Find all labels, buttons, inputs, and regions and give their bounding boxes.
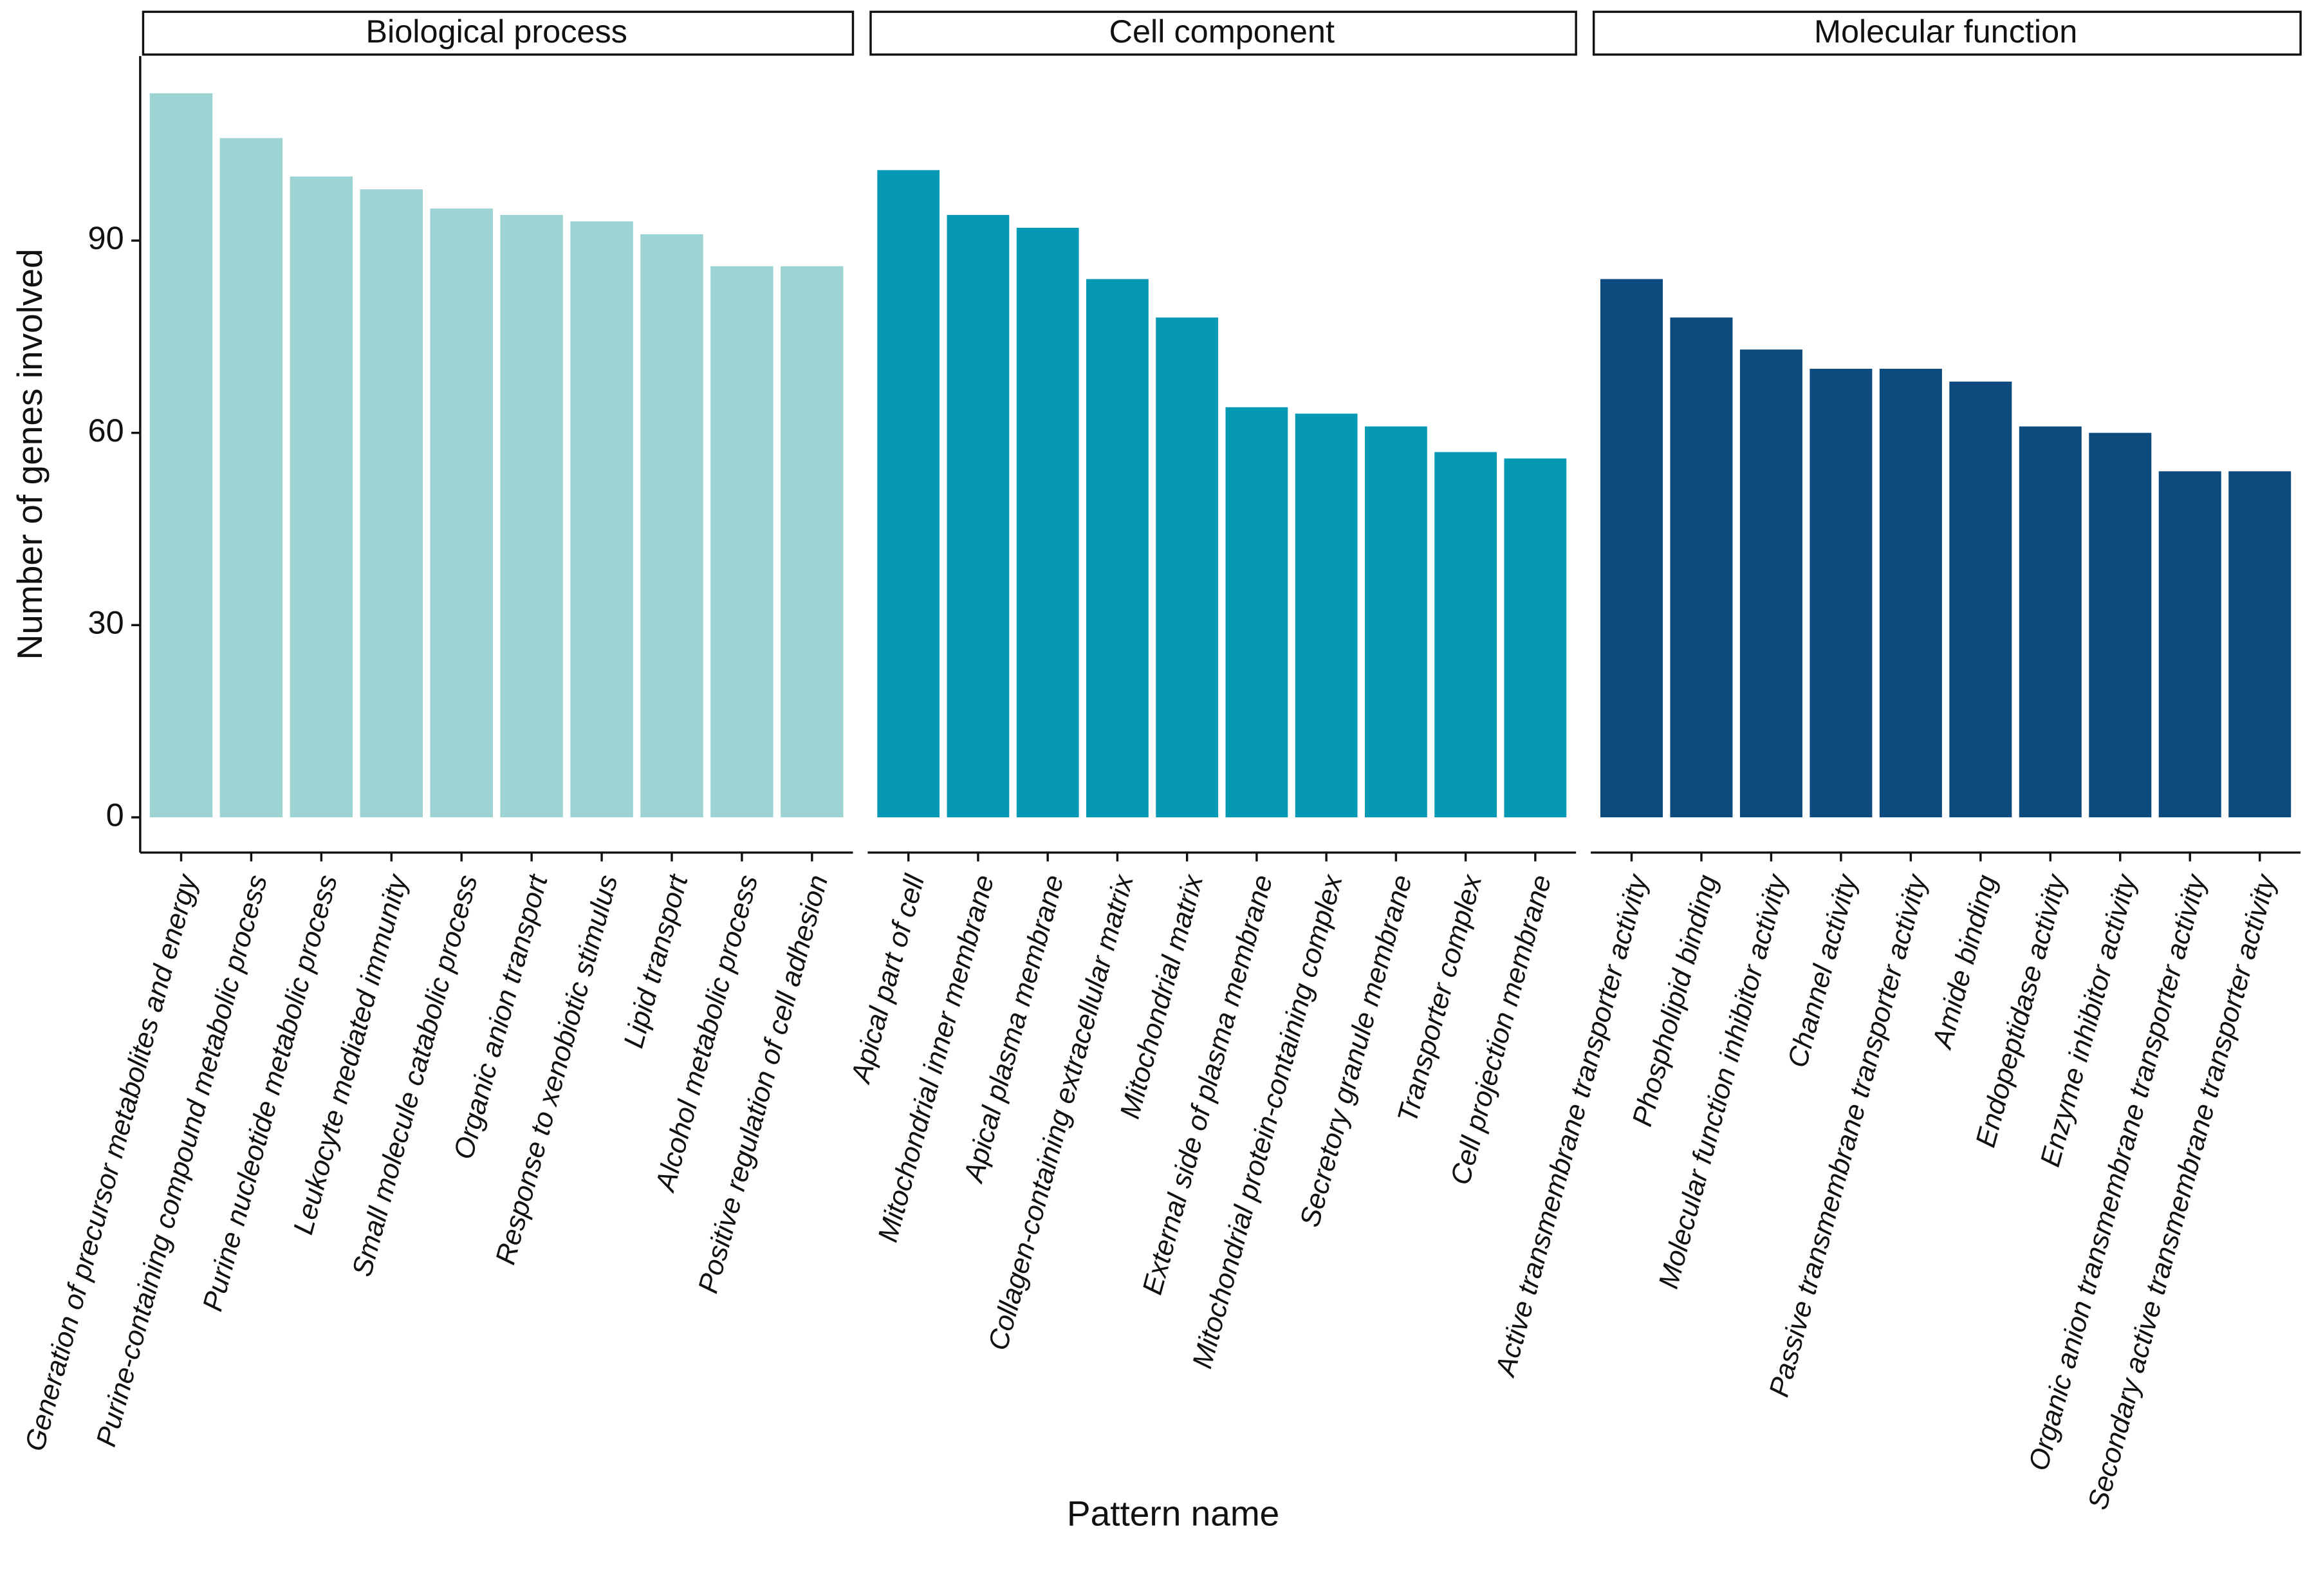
bar [1600,279,1663,818]
bar [1364,426,1427,818]
bar [781,266,844,818]
bar [2158,471,2221,818]
y-tick-label: 30 [88,604,124,641]
bar [1670,317,1733,818]
panel-title: Molecular function [1814,13,2077,50]
y-tick-label: 90 [88,219,124,256]
bar [2019,426,2082,818]
y-tick-label: 0 [106,796,124,833]
y-tick-label: 60 [88,412,124,449]
bar [290,176,353,818]
bar [2228,471,2291,818]
bar [1295,413,1358,818]
x-tick-label: Molecular function inhibitor activity [1653,870,1794,1292]
bar [1739,349,1802,818]
bar [360,189,423,818]
y-axis-label: Number of genes involved [10,248,50,660]
bar [710,266,773,818]
x-tick-label: Apical part of cell [845,871,930,1088]
bar [219,138,283,818]
x-tick-label: Channel activity [1782,870,1864,1070]
x-tick-label: Positive regulation of cell adhesion [692,872,834,1297]
panel-title: Cell component [1109,13,1335,50]
bar [1879,369,1942,818]
bar [640,234,703,818]
bar [149,93,213,818]
bar [1156,317,1219,818]
x-tick-label: Purine nucleotide metabolic process [197,872,343,1315]
bar [1225,407,1288,818]
bar [947,215,1010,818]
x-tick-label: Passive transmembrane transporter activi… [1764,870,1934,1400]
strip [1592,10,2302,56]
x-axis-label: Pattern name [1067,1494,1279,1534]
bar [1016,227,1079,818]
bar [1949,381,2012,818]
strip [142,10,855,56]
x-tick-label: Amide binding [1927,872,2003,1053]
strip [869,10,1577,56]
bar [500,215,563,818]
bar [430,209,493,818]
bar [1504,458,1567,818]
x-tick-label: Lipid transport [618,871,694,1052]
panel-title: Biological process [366,13,627,50]
x-tick-label: External side of plasma membrane [1137,872,1279,1298]
bar [877,170,940,818]
bar [1434,452,1497,818]
bar [1810,369,1873,818]
bar [570,221,633,818]
bar [1086,279,1149,818]
bar [2089,432,2152,818]
